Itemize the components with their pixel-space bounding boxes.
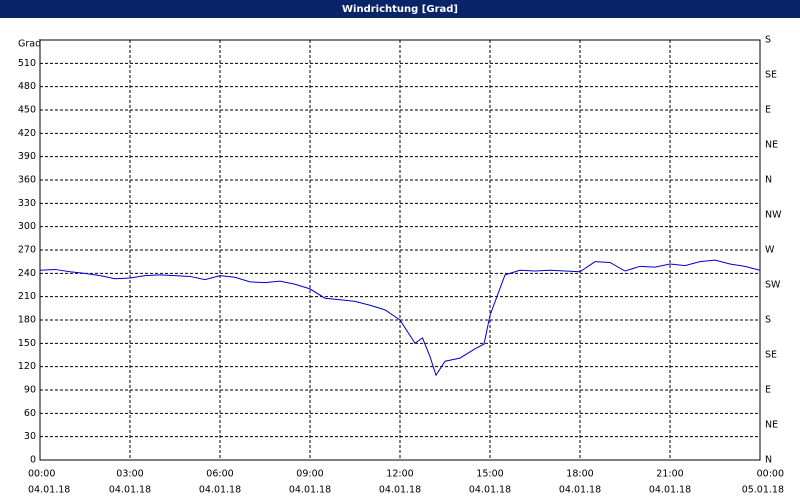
x-tick-date: 04.01.18 bbox=[289, 485, 331, 496]
x-tick-date: 04.01.18 bbox=[109, 485, 151, 496]
y-tick-label: 360 bbox=[18, 175, 36, 186]
y-tick-label: 120 bbox=[18, 361, 36, 372]
x-tick-date: 04.01.18 bbox=[379, 485, 421, 496]
y2-tick-label: N bbox=[765, 175, 772, 186]
y2-tick-label: E bbox=[765, 105, 771, 116]
x-tick-date: 04.01.18 bbox=[649, 485, 691, 496]
y2-tick-label: W bbox=[765, 245, 775, 256]
x-tick-date: 04.01.18 bbox=[199, 485, 241, 496]
chart-title: Windrichtung [Grad] bbox=[342, 4, 458, 15]
y2-tick-label: NE bbox=[765, 140, 778, 151]
y-tick-label: 450 bbox=[18, 105, 36, 116]
x-tick-label: 12:00 bbox=[386, 469, 413, 480]
x-tick-label: 09:00 bbox=[296, 469, 323, 480]
y-tick-label: 30 bbox=[24, 431, 36, 442]
x-tick-label: 18:00 bbox=[566, 469, 593, 480]
y-tick-label: 510 bbox=[18, 58, 36, 69]
y-tick-label: 210 bbox=[18, 291, 36, 302]
y-tick-label: 390 bbox=[18, 151, 36, 162]
y-tick-label: 60 bbox=[24, 408, 36, 419]
y-tick-label: 0 bbox=[30, 455, 36, 466]
x-tick-label: 03:00 bbox=[116, 469, 143, 480]
x-tick-label: 00:00 bbox=[28, 469, 55, 480]
y2-tick-label: SE bbox=[765, 70, 777, 81]
x-tick-label: 00:00 bbox=[757, 469, 784, 480]
x-tick-date: 05.01.18 bbox=[742, 485, 784, 496]
y2-tick-label: NE bbox=[765, 420, 778, 431]
y2-tick-label: SW bbox=[765, 280, 781, 291]
y-axis-label: Grad bbox=[18, 39, 41, 50]
y2-tick-label: E bbox=[765, 385, 771, 396]
x-tick-label: 15:00 bbox=[476, 469, 503, 480]
x-tick-date: 04.01.18 bbox=[559, 485, 601, 496]
y-tick-label: 330 bbox=[18, 198, 36, 209]
y-tick-label: 270 bbox=[18, 245, 36, 256]
y2-tick-label: S bbox=[765, 315, 771, 326]
x-tick-date: 04.01.18 bbox=[28, 485, 70, 496]
y2-tick-label: S bbox=[765, 35, 771, 46]
y2-tick-label: N bbox=[765, 455, 772, 466]
y-tick-label: 420 bbox=[18, 128, 36, 139]
y2-tick-label: NW bbox=[765, 210, 782, 221]
y-tick-label: 300 bbox=[18, 221, 36, 232]
x-tick-date: 04.01.18 bbox=[469, 485, 511, 496]
data-line bbox=[39, 259, 761, 377]
x-tick-label: 21:00 bbox=[656, 469, 683, 480]
title-bar bbox=[0, 0, 800, 18]
y-tick-label: 480 bbox=[18, 81, 36, 92]
y-tick-label: 240 bbox=[18, 268, 36, 279]
y-tick-label: 90 bbox=[24, 385, 36, 396]
y-tick-label: 150 bbox=[18, 338, 36, 349]
y2-tick-label: SE bbox=[765, 350, 777, 361]
x-tick-label: 06:00 bbox=[206, 469, 233, 480]
y-tick-label: 180 bbox=[18, 315, 36, 326]
